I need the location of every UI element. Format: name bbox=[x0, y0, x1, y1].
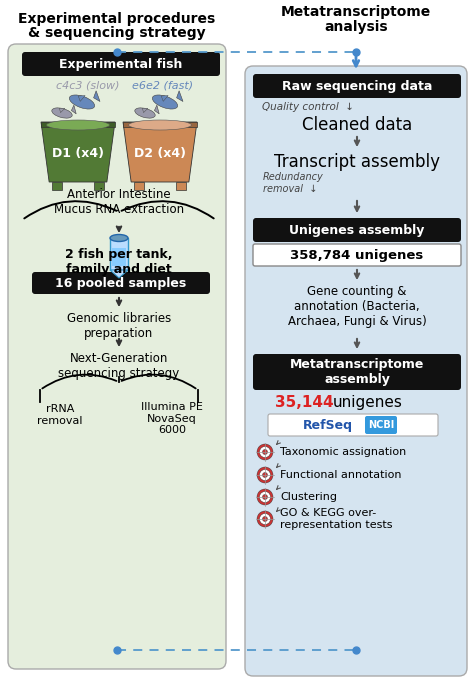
Text: D1 (x4): D1 (x4) bbox=[52, 146, 104, 160]
Text: Experimental procedures: Experimental procedures bbox=[18, 12, 216, 26]
Circle shape bbox=[259, 491, 271, 502]
Text: Unigenes assembly: Unigenes assembly bbox=[289, 223, 425, 237]
Text: rRNA
removal: rRNA removal bbox=[37, 404, 83, 425]
FancyBboxPatch shape bbox=[8, 44, 226, 669]
Bar bbox=[41, 122, 115, 127]
Circle shape bbox=[259, 470, 271, 480]
Text: Clustering: Clustering bbox=[280, 492, 337, 502]
Text: D2 (x4): D2 (x4) bbox=[134, 146, 186, 160]
Text: Metatranscriptome
assembly: Metatranscriptome assembly bbox=[290, 358, 424, 386]
Text: & sequencing strategy: & sequencing strategy bbox=[28, 26, 206, 40]
Text: Experimental fish: Experimental fish bbox=[59, 58, 182, 71]
FancyBboxPatch shape bbox=[268, 414, 438, 436]
Circle shape bbox=[257, 489, 273, 505]
Circle shape bbox=[263, 495, 267, 500]
Polygon shape bbox=[59, 108, 65, 112]
Circle shape bbox=[257, 511, 273, 527]
Polygon shape bbox=[110, 270, 128, 278]
Polygon shape bbox=[142, 108, 148, 112]
Text: Transcript assembly: Transcript assembly bbox=[274, 153, 440, 171]
Text: GO & KEGG over-
representation tests: GO & KEGG over- representation tests bbox=[280, 508, 392, 530]
Text: Functional annotation: Functional annotation bbox=[280, 470, 401, 480]
Circle shape bbox=[263, 516, 267, 521]
Polygon shape bbox=[72, 105, 76, 114]
FancyBboxPatch shape bbox=[253, 244, 461, 266]
Text: 16 pooled samples: 16 pooled samples bbox=[55, 276, 187, 289]
Text: 358,784 unigenes: 358,784 unigenes bbox=[291, 248, 424, 262]
Bar bbox=[134, 182, 144, 190]
Text: Next-Generation
sequencing strategy: Next-Generation sequencing strategy bbox=[58, 352, 180, 380]
FancyBboxPatch shape bbox=[365, 416, 397, 434]
Ellipse shape bbox=[46, 120, 109, 130]
Polygon shape bbox=[155, 105, 159, 114]
FancyBboxPatch shape bbox=[253, 354, 461, 390]
Circle shape bbox=[259, 514, 271, 525]
Text: NCBI: NCBI bbox=[368, 420, 394, 430]
Text: Taxonomic assignation: Taxonomic assignation bbox=[280, 447, 406, 457]
Text: 35,144: 35,144 bbox=[275, 395, 334, 410]
Text: Quality control  ↓: Quality control ↓ bbox=[262, 102, 354, 112]
Text: analysis: analysis bbox=[324, 20, 388, 34]
Circle shape bbox=[257, 444, 273, 460]
FancyBboxPatch shape bbox=[253, 218, 461, 242]
Bar bbox=[176, 182, 186, 190]
Polygon shape bbox=[123, 122, 197, 182]
Text: Metatranscriptome: Metatranscriptome bbox=[281, 5, 431, 19]
Ellipse shape bbox=[52, 108, 72, 118]
Ellipse shape bbox=[110, 235, 128, 242]
Polygon shape bbox=[78, 96, 85, 101]
Bar bbox=[52, 182, 62, 190]
Text: Raw sequencing data: Raw sequencing data bbox=[282, 80, 432, 92]
Text: c4c3 (slow): c4c3 (slow) bbox=[56, 80, 120, 90]
Bar bbox=[123, 122, 197, 127]
Polygon shape bbox=[41, 122, 115, 182]
Bar bbox=[110, 238, 128, 270]
Ellipse shape bbox=[69, 95, 95, 109]
Text: Redundancy
removal  ↓: Redundancy removal ↓ bbox=[263, 172, 324, 194]
Polygon shape bbox=[93, 91, 100, 101]
Text: Gene counting &
annotation (Bacteria,
Archaea, Fungi & Virus): Gene counting & annotation (Bacteria, Ar… bbox=[288, 285, 427, 328]
Circle shape bbox=[259, 446, 271, 457]
FancyBboxPatch shape bbox=[22, 52, 220, 76]
Bar bbox=[94, 182, 104, 190]
Ellipse shape bbox=[128, 120, 191, 130]
Text: RefSeq: RefSeq bbox=[303, 418, 353, 432]
Ellipse shape bbox=[152, 95, 178, 109]
Text: Anterior Intestine
Mucus RNA extraction: Anterior Intestine Mucus RNA extraction bbox=[54, 188, 184, 216]
Circle shape bbox=[263, 450, 267, 455]
Text: 2 fish per tank,
family and diet: 2 fish per tank, family and diet bbox=[65, 248, 173, 276]
Text: unigenes: unigenes bbox=[333, 395, 403, 410]
FancyBboxPatch shape bbox=[245, 66, 467, 676]
Text: e6e2 (fast): e6e2 (fast) bbox=[132, 80, 193, 90]
Ellipse shape bbox=[135, 108, 155, 118]
Polygon shape bbox=[177, 91, 183, 101]
Polygon shape bbox=[161, 96, 168, 101]
Text: Cleaned data: Cleaned data bbox=[302, 116, 412, 134]
Circle shape bbox=[257, 467, 273, 483]
FancyBboxPatch shape bbox=[32, 272, 210, 294]
Bar bbox=[112, 248, 126, 266]
Circle shape bbox=[263, 473, 267, 477]
Text: Illumina PE
NovaSeq
6000: Illumina PE NovaSeq 6000 bbox=[141, 402, 203, 435]
FancyBboxPatch shape bbox=[253, 74, 461, 98]
Text: Genomic libraries
preparation: Genomic libraries preparation bbox=[67, 312, 171, 340]
